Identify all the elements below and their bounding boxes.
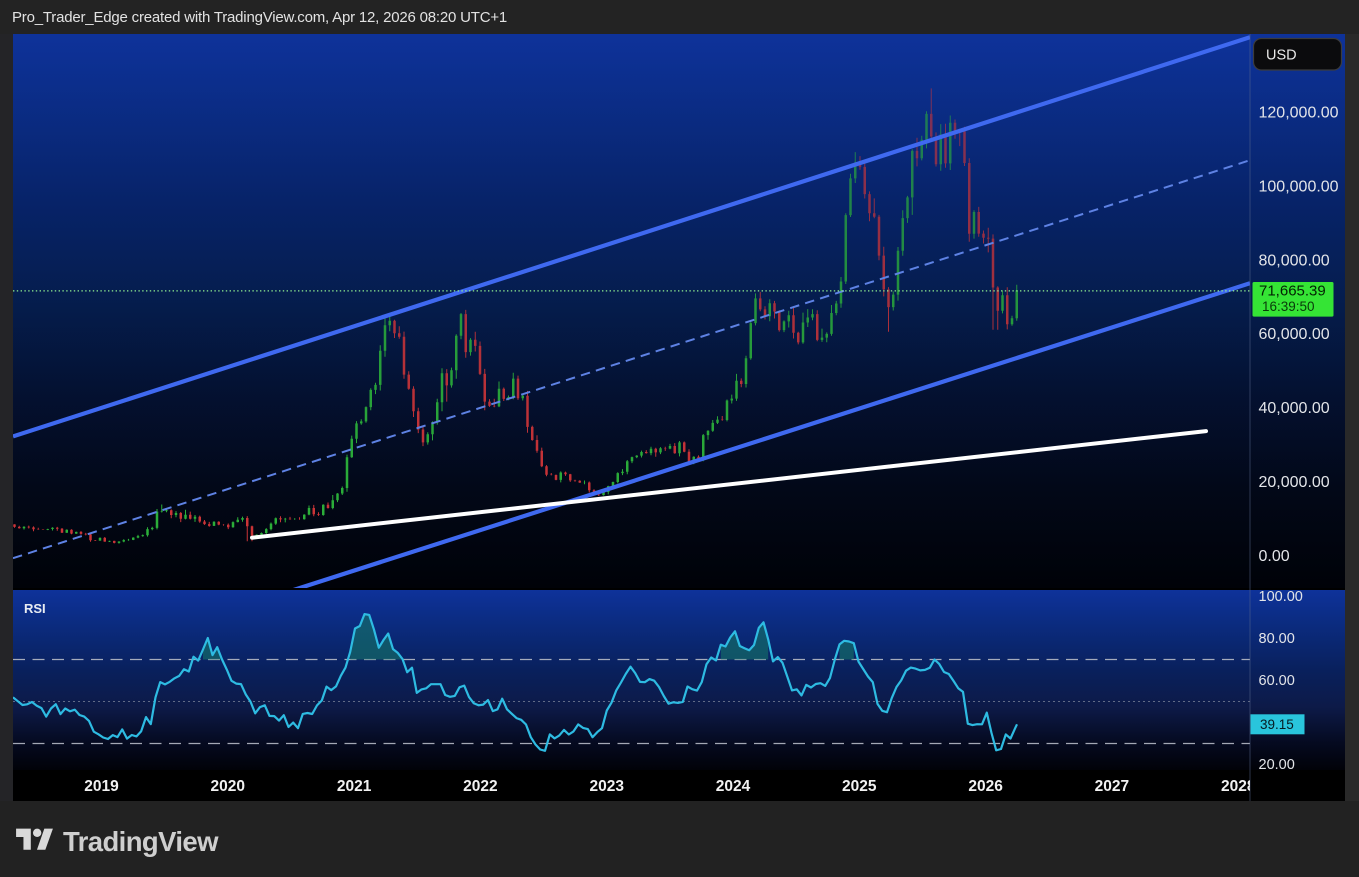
svg-text:2021: 2021 (337, 778, 372, 795)
svg-text:16:39:50: 16:39:50 (1262, 299, 1315, 314)
svg-text:20,000.00: 20,000.00 (1259, 474, 1330, 491)
svg-text:2023: 2023 (589, 778, 624, 795)
svg-text:71,665.39: 71,665.39 (1259, 282, 1326, 299)
svg-text:100.00: 100.00 (1259, 589, 1303, 605)
svg-text:USD: USD (1266, 48, 1297, 64)
svg-text:120,000.00: 120,000.00 (1259, 104, 1339, 121)
svg-text:60,000.00: 60,000.00 (1259, 326, 1330, 343)
svg-text:40,000.00: 40,000.00 (1259, 400, 1330, 417)
svg-text:80.00: 80.00 (1259, 631, 1295, 647)
svg-text:60.00: 60.00 (1259, 673, 1295, 689)
svg-text:2026: 2026 (968, 778, 1003, 795)
svg-text:2027: 2027 (1095, 778, 1129, 795)
svg-text:2024: 2024 (716, 778, 751, 795)
svg-text:2019: 2019 (84, 778, 119, 795)
svg-text:80,000.00: 80,000.00 (1259, 252, 1330, 269)
svg-text:2028: 2028 (1221, 778, 1256, 795)
svg-text:RSI: RSI (24, 601, 46, 616)
svg-text:0.00: 0.00 (1259, 548, 1290, 565)
svg-text:2020: 2020 (211, 778, 245, 795)
svg-text:39.15: 39.15 (1260, 717, 1294, 732)
svg-text:20.00: 20.00 (1259, 757, 1295, 773)
svg-text:2022: 2022 (463, 778, 497, 795)
svg-text:2025: 2025 (842, 778, 877, 795)
svg-text:100,000.00: 100,000.00 (1259, 178, 1339, 195)
